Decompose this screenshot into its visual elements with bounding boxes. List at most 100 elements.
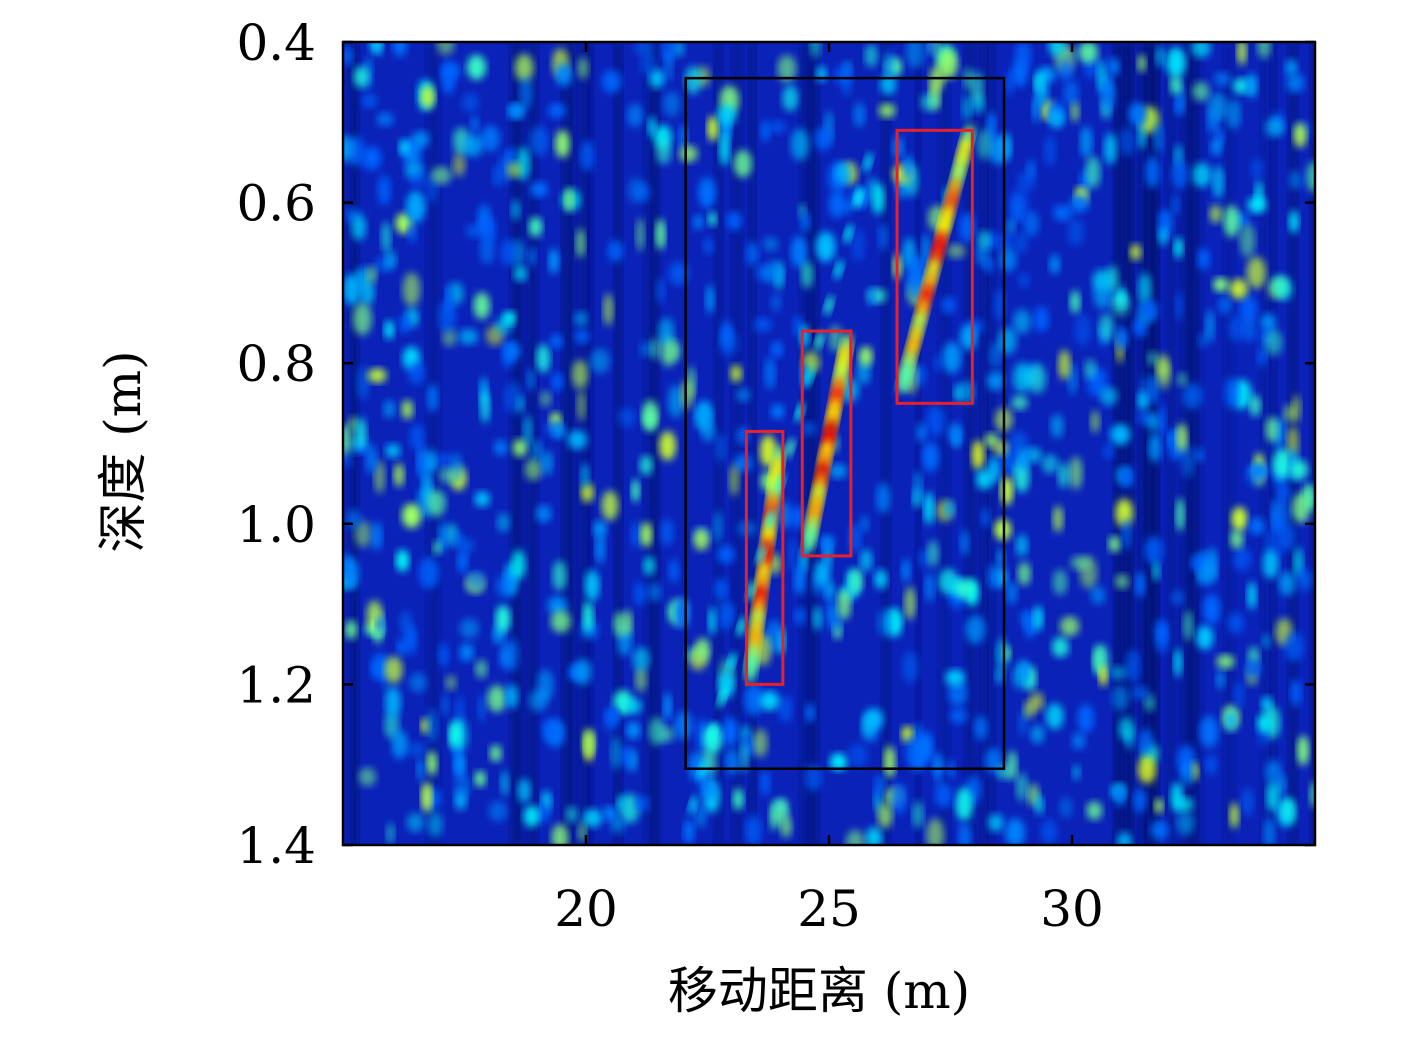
heatmap-streak [1223,42,1234,845]
heatmap-speckle [859,346,873,367]
heatmap-speckle [1011,195,1023,222]
heatmap-speckle [541,451,553,475]
heatmap-speckle [577,56,589,80]
y-axis-label: 深度 (m) [94,350,152,552]
heatmap-speckle [971,440,985,470]
heatmap-streak [1260,42,1269,845]
heatmap-speckle [656,140,672,165]
heatmap-speckle [605,706,620,726]
heatmap-speckle [753,728,768,758]
heatmap-speckle [1138,728,1154,754]
heatmap-speckle [1016,772,1028,802]
heatmap-speckle [814,560,831,587]
heatmap-speckle [642,400,659,428]
heatmap-speckle [648,582,662,602]
heatmap-speckle [1148,432,1162,463]
heatmap-speckle [1192,81,1210,102]
heatmap-speckle [1290,459,1309,480]
heatmap-speckle [581,482,594,503]
heatmap-speckle [1007,217,1016,235]
heatmap-hotspot [746,580,756,601]
heatmap-speckle [1171,160,1189,189]
heatmap-speckle [984,747,1003,774]
heatmap-speckle [452,153,466,177]
heatmap-speckle [1158,228,1168,246]
heatmap-speckle [1137,54,1146,73]
heatmap-speckle [668,340,681,362]
heatmap-speckle [358,767,377,787]
heatmap-speckle [1043,135,1056,167]
heatmap-speckle [841,69,852,98]
heatmap-hotspot [834,259,844,280]
heatmap-speckle [949,707,968,724]
heatmap-speckle [353,302,372,336]
heatmap-speckle [1018,272,1030,288]
heatmap-speckle [1297,735,1309,766]
heatmap-speckle [922,441,939,472]
heatmap-speckle [974,715,988,741]
heatmap-speckle [759,691,780,711]
heatmap-speckle [983,256,994,274]
heatmap-speckle [924,492,934,525]
heatmap-speckle [548,248,559,274]
heatmap-speckle [770,403,785,420]
heatmap-speckle [1247,196,1267,214]
heatmap-speckle [1166,47,1186,78]
heatmap-speckle [1000,476,1013,506]
heatmap-speckle [696,400,713,428]
heatmap-speckle [1191,42,1211,58]
heatmap-speckle [459,618,479,639]
heatmap-speckle [1247,581,1257,610]
heatmap-speckle [801,261,814,289]
heatmap-speckle [867,287,876,308]
heatmap-speckle [837,589,851,620]
heatmap-speckle [343,135,353,162]
heatmap-speckle [564,188,574,212]
heatmap-speckle [627,103,643,128]
heatmap-speckle [891,782,907,816]
heatmap-speckle [488,801,508,822]
heatmap-speckle [1033,306,1050,333]
heatmap-speckle [1224,376,1239,409]
heatmap-speckle [829,753,848,771]
heatmap-hotspot [766,509,776,530]
heatmap-speckle [407,742,426,757]
heatmap-speckle [707,115,719,142]
heatmap-speckle [1290,679,1302,707]
heatmap-speckle [589,348,610,374]
heatmap-speckle [1233,547,1251,571]
heatmap-speckle [692,214,705,231]
heatmap-speckle [1196,625,1214,650]
heatmap-speckle [778,695,793,723]
heatmap-streak [964,42,976,845]
heatmap-speckle [947,422,963,446]
heatmap-speckle [695,803,707,829]
heatmap-speckle [882,49,894,83]
heatmap-speckle [1011,395,1028,410]
heatmap-streak [644,42,657,845]
heatmap-speckle [1070,555,1090,571]
heatmap-speckle [393,463,405,487]
heatmap-speckle [965,615,986,644]
heatmap-speckle [1074,314,1092,346]
heatmap-speckle [496,512,511,533]
heatmap-speckle [1129,244,1142,261]
heatmap-speckle [438,643,449,667]
heatmap-speckle [613,611,628,637]
heatmap-speckle [942,341,962,374]
heatmap-speckle [735,388,751,403]
heatmap-speckle [1070,290,1081,314]
heatmap-speckle [1212,165,1225,199]
heatmap-speckle [874,569,888,590]
heatmap-speckle [495,605,511,633]
heatmap-speckle [1279,523,1296,552]
heatmap-speckle [377,174,391,206]
heatmap-speckle [1131,685,1151,701]
heatmap-speckle [1046,703,1064,730]
heatmap-speckle [1266,780,1280,813]
heatmap-speckle [921,233,931,267]
heatmap-speckle [1204,754,1218,776]
heatmap-speckle [522,415,533,447]
heatmap-speckle [1199,715,1219,748]
heatmap-speckle [926,405,946,437]
